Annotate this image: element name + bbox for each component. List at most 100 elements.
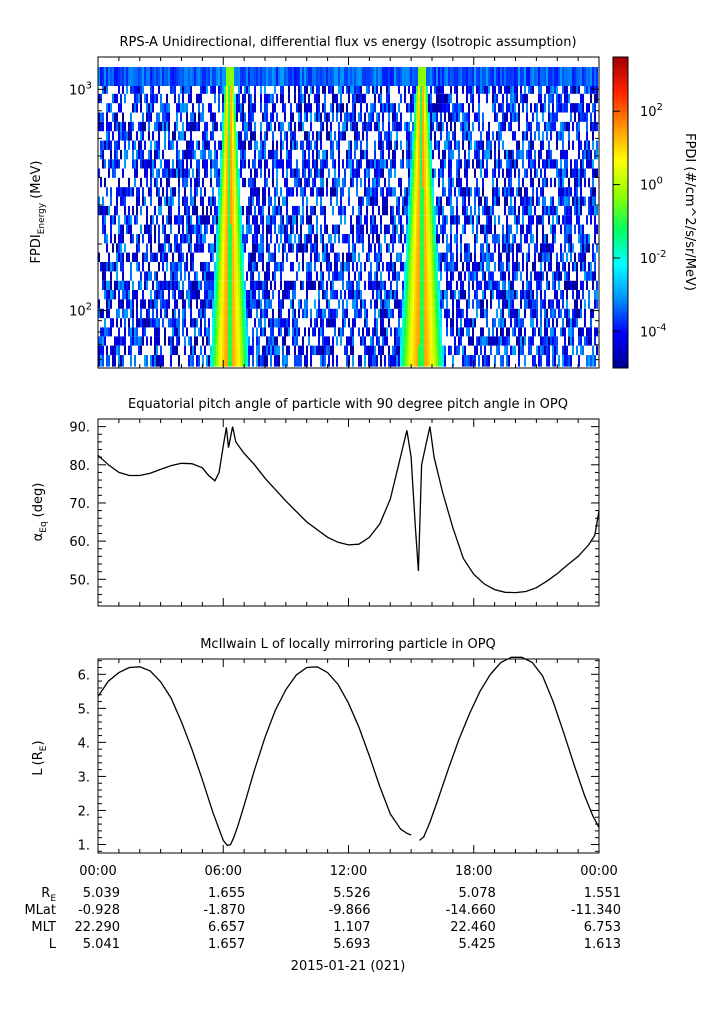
spectrogram-cell <box>380 308 382 319</box>
spectrogram-cell <box>162 243 164 253</box>
spectrogram-cell <box>544 318 546 328</box>
spectrogram-cell <box>582 224 584 235</box>
spectrogram-cell <box>240 252 242 262</box>
spectrogram-cell <box>476 271 478 281</box>
spectrogram-cell <box>510 93 512 104</box>
spectrogram-cell <box>202 84 204 94</box>
spectrogram-cell <box>182 327 184 337</box>
spectrogram-cell <box>244 131 246 141</box>
spectrogram-cell <box>144 318 146 328</box>
spectrogram-cell <box>308 224 310 235</box>
spectrogram-cell <box>136 243 138 253</box>
spectrogram-cell <box>526 131 528 141</box>
spectrogram-cell <box>248 290 250 300</box>
spectrogram-cell <box>212 131 214 141</box>
spectrogram-cell <box>164 168 166 178</box>
spectrogram-cell <box>332 290 334 300</box>
spectrogram-cell <box>102 271 104 281</box>
spectrogram-cell <box>352 112 354 122</box>
spectrogram-cell <box>234 112 236 122</box>
spectrogram-cell <box>548 318 550 328</box>
spectrogram-cell <box>112 261 114 272</box>
spectrogram-cell <box>220 205 222 216</box>
spectrogram-cell <box>164 131 166 141</box>
spectrogram-cell <box>588 159 590 169</box>
spectrogram-cell <box>322 252 324 262</box>
spectrogram-cell <box>234 224 236 235</box>
spectrogram-cell <box>436 252 438 262</box>
spectrogram-cell <box>500 336 502 346</box>
spectrogram-cell <box>396 327 398 337</box>
spectrogram-cell <box>484 168 486 178</box>
spectrogram-cell <box>530 271 532 281</box>
spectrogram-cell <box>322 243 324 253</box>
spectrogram-cell <box>494 159 496 169</box>
spectrogram-cell <box>408 290 410 300</box>
spectrogram-cell <box>148 112 150 122</box>
spectrogram-cell <box>408 318 410 328</box>
spectrogram-cell <box>250 299 252 309</box>
spectrogram-cell <box>556 205 558 216</box>
spectrogram-cell <box>184 271 186 281</box>
spectrogram-cell <box>220 308 222 319</box>
spectrogram-cell <box>414 355 416 367</box>
spectrogram-cell <box>300 121 302 132</box>
spectrogram-cell <box>418 261 420 272</box>
spectrogram-cell <box>354 84 356 94</box>
spectrogram-cell <box>158 112 160 122</box>
spectrogram-cell <box>426 243 428 253</box>
spectrogram-cell <box>296 215 298 225</box>
spectrogram-cell <box>242 252 244 262</box>
spectrogram-cell <box>392 112 394 122</box>
spectrogram-cell <box>372 336 374 346</box>
spectrogram-cell <box>400 355 402 367</box>
spectrogram-cell <box>430 93 432 104</box>
spectrogram-cell <box>148 103 150 113</box>
spectrogram-cell <box>310 355 312 367</box>
spectrogram-cell <box>502 318 504 328</box>
spectrogram-cell <box>574 187 576 197</box>
spectrogram-cell <box>256 187 258 197</box>
spectrogram-cell <box>502 234 504 244</box>
spectrogram-cell <box>450 318 452 328</box>
spectrogram-cell <box>528 290 530 300</box>
spectrogram-cell <box>290 187 292 197</box>
spectrogram-cell <box>142 299 144 309</box>
spectrogram-cell <box>268 299 270 309</box>
spectrogram-cell <box>218 327 220 337</box>
spectrogram-cell <box>516 93 518 104</box>
spectrogram-cell <box>170 196 172 206</box>
spectrogram-cell <box>584 252 586 262</box>
spectrogram-cell <box>232 196 234 206</box>
spectrogram-cell <box>562 131 564 141</box>
spectrogram-cell <box>106 121 108 132</box>
spectrogram-cell <box>114 149 116 160</box>
spectrogram-cell <box>314 299 316 309</box>
spectrogram-cell <box>234 280 236 291</box>
spectrogram-cell <box>428 280 430 291</box>
spectrogram-cell <box>164 103 166 113</box>
spectrogram-cell <box>244 336 246 346</box>
spectrogram-cell <box>196 243 198 253</box>
spectrogram-cell <box>406 215 408 225</box>
spectrogram-cell <box>160 308 162 319</box>
spectrogram-cell <box>124 327 126 337</box>
spectrogram-cell <box>254 261 256 272</box>
spectrogram-cell <box>146 318 148 328</box>
spectrogram-cell <box>272 140 274 150</box>
spectrogram-cell <box>244 112 246 122</box>
spectrogram-cell <box>230 234 232 244</box>
spectrogram-cell <box>370 243 372 253</box>
spectrogram-cell <box>234 140 236 150</box>
spectrogram-cell <box>150 93 152 104</box>
spectrogram-cell <box>122 252 124 262</box>
spectrogram-cell <box>572 243 574 253</box>
spectrogram-cell <box>576 196 578 206</box>
spectrogram-cell <box>254 168 256 178</box>
spectrogram-cell <box>148 271 150 281</box>
spectrogram-cell <box>360 140 362 150</box>
spectrogram-cell <box>552 93 554 104</box>
spectrogram-cell <box>178 261 180 272</box>
spectrogram-cell <box>366 345 368 356</box>
spectrogram-cell <box>272 168 274 178</box>
